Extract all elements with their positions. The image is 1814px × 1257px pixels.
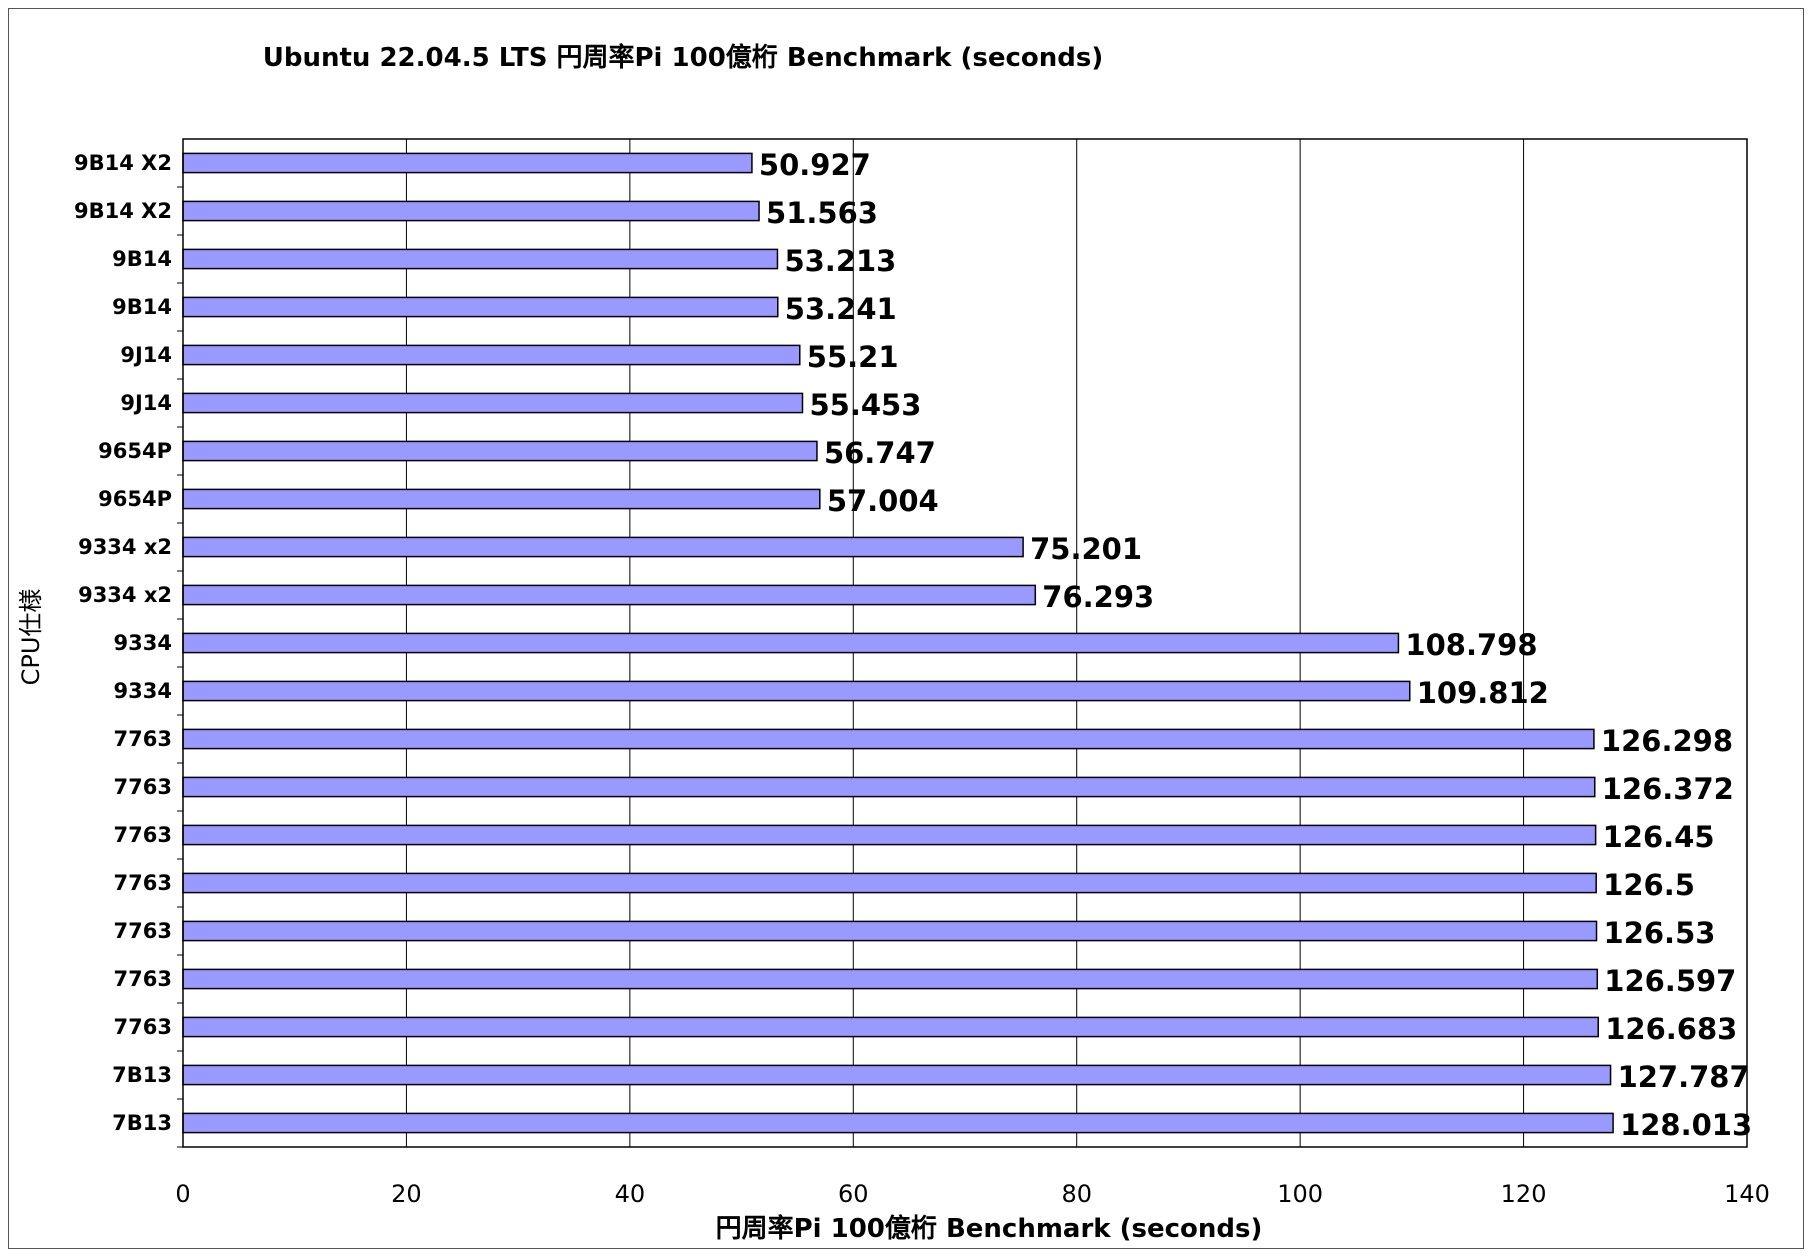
bar	[182, 776, 1596, 798]
data-label: 53.241	[785, 292, 897, 326]
x-axis-title: 円周率Pi 100億桁 Benchmark (seconds)	[716, 1213, 1263, 1244]
bar	[182, 392, 804, 414]
bars-layer	[177, 152, 1614, 1148]
category-label: 7763	[114, 1015, 172, 1039]
bar	[182, 1016, 1599, 1038]
data-label: 126.597	[1604, 964, 1736, 998]
bar	[182, 440, 818, 462]
bar	[182, 152, 753, 174]
category-label: 9B14 X2	[74, 151, 172, 175]
chart-svg: Ubuntu 22.04.5 LTS 円周率Pi 100億桁 Benchmark…	[17, 42, 1770, 1244]
bar	[182, 344, 801, 366]
category-label: 7763	[114, 775, 172, 799]
data-label: 126.5	[1603, 868, 1695, 902]
category-label: 7763	[114, 823, 172, 847]
data-label: 51.563	[766, 196, 878, 230]
data-label: 126.53	[1604, 916, 1716, 950]
bar	[182, 1064, 1612, 1086]
chart-title: Ubuntu 22.04.5 LTS 円周率Pi 100億桁 Benchmark…	[263, 42, 1104, 73]
category-label: 7B13	[112, 1111, 172, 1135]
bar	[182, 1112, 1614, 1134]
data-label: 126.683	[1605, 1012, 1737, 1046]
data-label: 50.927	[759, 148, 871, 182]
data-label: 57.004	[827, 484, 939, 518]
category-label: 7763	[114, 919, 172, 943]
x-tick-label: 100	[1277, 1180, 1323, 1208]
bar	[182, 728, 1595, 750]
category-label: 9654P	[98, 439, 172, 463]
plot-area-border	[182, 138, 1748, 1148]
data-label: 55.21	[807, 340, 899, 374]
x-tick-label: 60	[838, 1180, 869, 1208]
category-label: 7763	[114, 967, 172, 991]
category-label: 9B14	[112, 247, 172, 271]
x-tick-label: 20	[391, 1180, 422, 1208]
bar	[182, 200, 760, 222]
bar	[182, 248, 779, 270]
category-label: 9J14	[120, 391, 172, 415]
category-label: 7763	[114, 727, 172, 751]
category-label: 9334 x2	[78, 583, 172, 607]
category-label: 9J14	[120, 343, 172, 367]
category-label: 7763	[114, 871, 172, 895]
category-label: 9334 x2	[78, 535, 172, 559]
chart-frame: Ubuntu 22.04.5 LTS 円周率Pi 100億桁 Benchmark…	[8, 8, 1804, 1249]
category-label: 9334	[114, 679, 172, 703]
bar	[182, 824, 1597, 846]
category-label: 7B13	[112, 1063, 172, 1087]
data-label: 126.45	[1603, 820, 1715, 854]
data-label: 109.812	[1417, 676, 1549, 710]
bar	[182, 296, 779, 318]
bar	[182, 632, 1400, 654]
bar	[182, 968, 1599, 990]
bar	[182, 488, 821, 510]
bar	[182, 920, 1598, 942]
data-label: 108.798	[1405, 628, 1537, 662]
data-label: 126.298	[1601, 724, 1733, 758]
data-label: 53.213	[784, 244, 896, 278]
data-label: 76.293	[1042, 580, 1154, 614]
data-label: 127.787	[1618, 1060, 1750, 1094]
category-label: 9334	[114, 631, 172, 655]
x-tick-label: 40	[615, 1180, 646, 1208]
x-tick-label: 140	[1724, 1180, 1770, 1208]
data-label: 126.372	[1602, 772, 1734, 806]
category-label: 9B14	[112, 295, 172, 319]
x-tick-label: 120	[1501, 1180, 1547, 1208]
x-tick-label: 80	[1061, 1180, 1092, 1208]
bar	[182, 536, 1024, 558]
bar	[182, 872, 1597, 894]
category-label: 9654P	[98, 487, 172, 511]
y-axis-title: CPU仕様	[17, 589, 45, 686]
category-labels: 9B14 X2 9B14 X2 9B14 9B14 9J14 9J14 9654P 9654P…	[74, 151, 172, 1135]
data-label: 56.747	[824, 436, 936, 470]
x-tick-labels: 0 20 40 60 80 100 120 140	[175, 1180, 1770, 1208]
category-label: 9B14 X2	[74, 199, 172, 223]
x-tick-label: 0	[175, 1180, 190, 1208]
data-label: 128.013	[1620, 1108, 1752, 1142]
data-label: 75.201	[1030, 532, 1142, 566]
bar	[182, 584, 1037, 606]
data-label: 55.453	[809, 388, 921, 422]
data-labels: 50.927 51.563 53.213 53.241 55.21 55.453 56.74…	[759, 148, 1752, 1142]
bar	[182, 680, 1411, 702]
